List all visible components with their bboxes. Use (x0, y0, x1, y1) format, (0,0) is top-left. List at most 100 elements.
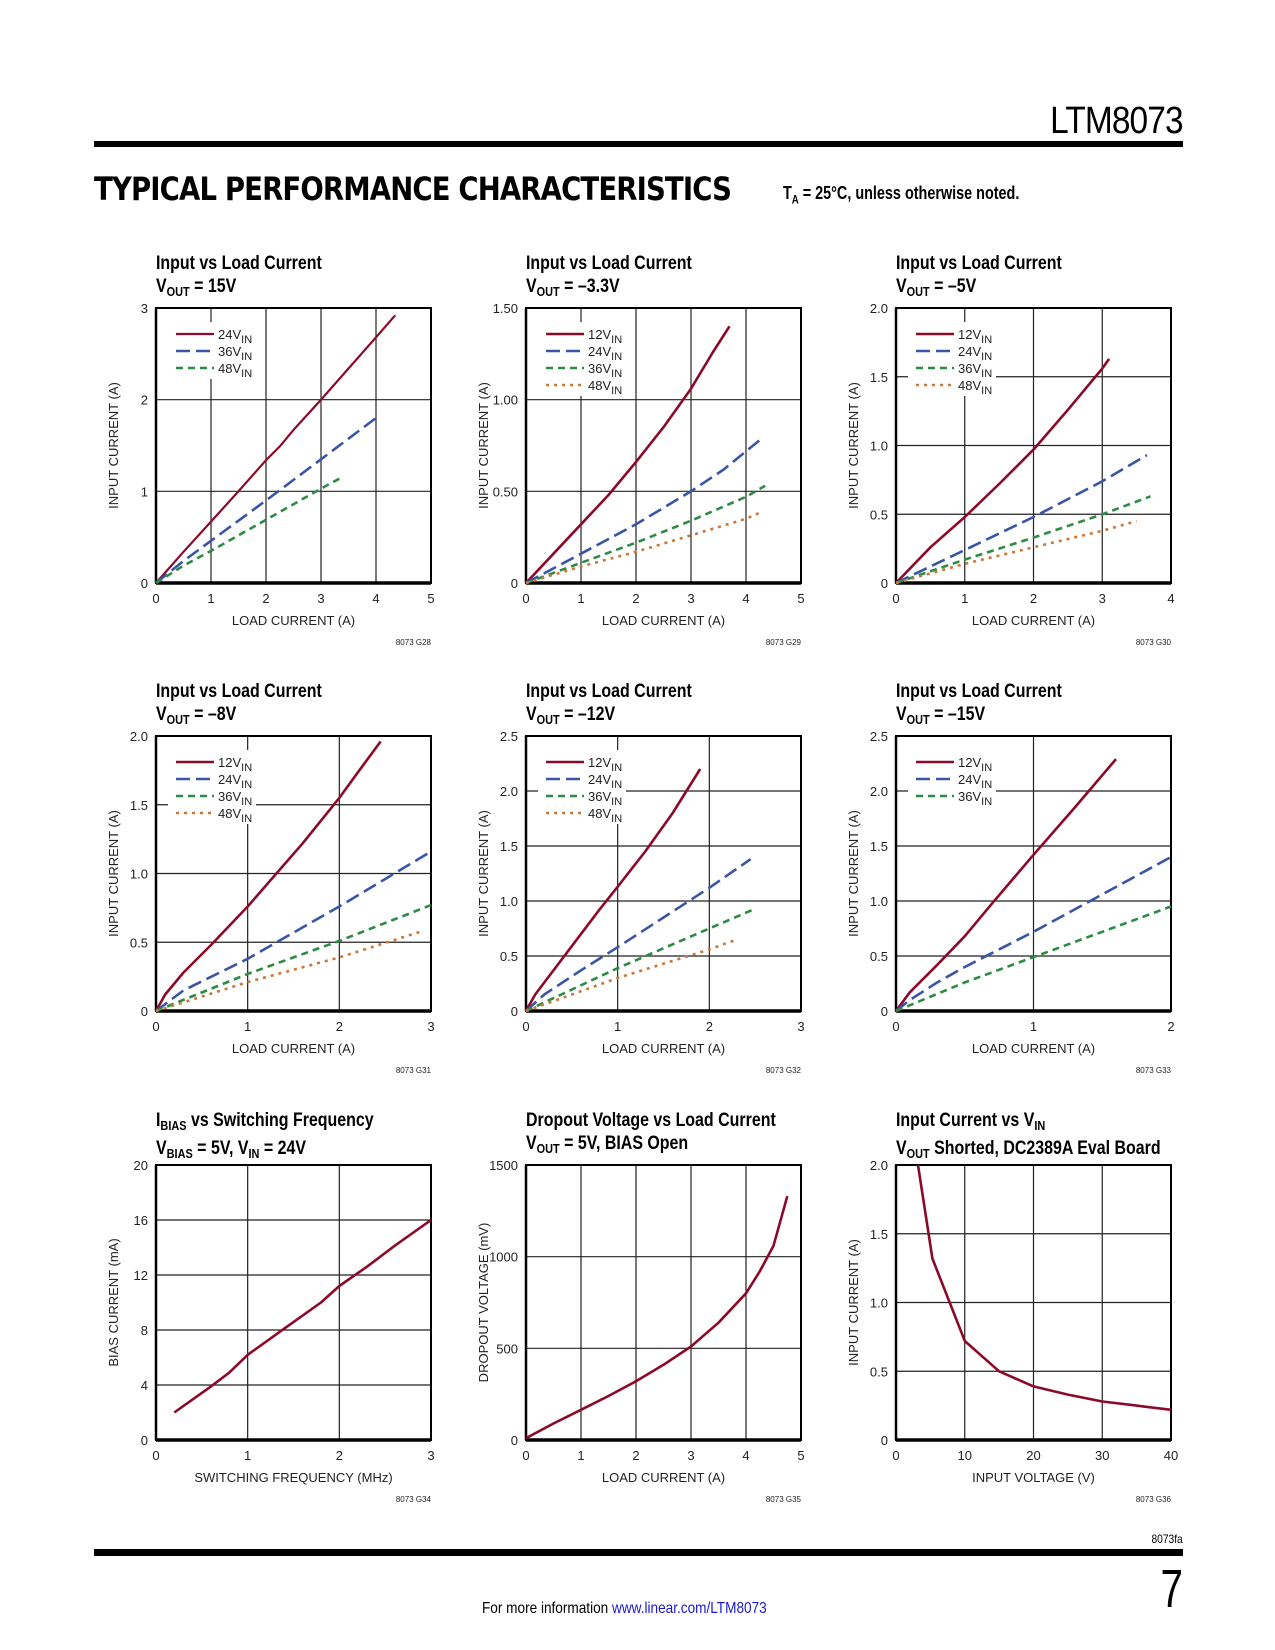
series-line-24v (525, 858, 752, 1012)
y-tick-label: 2.0 (870, 301, 888, 316)
chart-G31: 0 1 2 3 0 0.5 1.0 1.5 2.0 LOAD CURRENT (A) INPUT C… (106, 729, 435, 1075)
series-line-inputcurrent (916, 1164, 1172, 1412)
chart-title-line2: VBIAS = 5V, VIN = 24V (156, 1137, 374, 1165)
y-tick-label: 8 (141, 1323, 148, 1338)
title-subscript: OUT (166, 712, 190, 727)
y-tick-label: 0.5 (870, 1364, 888, 1379)
title-text: V (896, 276, 907, 297)
x-tick-label: 2 (1167, 1019, 1174, 1034)
plot-frame (525, 1164, 802, 1441)
y-tick-label: 0 (141, 576, 148, 591)
figure-code: 8073 G29 (766, 638, 802, 647)
y-tick-label: 0 (141, 1004, 148, 1019)
title-text: V (526, 704, 537, 725)
test-conditions: TA = 25°C, unless otherwise noted. (783, 183, 1019, 207)
legend-label: 12VIN (958, 327, 992, 346)
figure-code: 8073 G34 (396, 1495, 432, 1504)
series-line-36v (895, 905, 1172, 1013)
legend-label: 48VIN (218, 806, 252, 825)
chart-title-line1: IBIAS vs Switching Frequency (156, 1109, 374, 1137)
chart-title-line1: Input vs Load Current (896, 252, 1062, 275)
x-tick-label: 40 (1164, 1448, 1178, 1463)
title-text: = –8V (189, 704, 237, 725)
title-subscript: BIAS (160, 1118, 187, 1133)
y-tick-label: 2.0 (130, 729, 148, 744)
chart-title-line1: Input Current vs VIN (896, 1109, 1161, 1137)
x-tick-label: 1 (207, 591, 214, 606)
chart-title-line2: VOUT = 5V, BIAS Open (526, 1132, 776, 1160)
y-tick-label: 1.00 (493, 393, 518, 408)
y-tick-label: 1.50 (493, 301, 518, 316)
title-text: = –12V (559, 704, 616, 725)
y-tick-label: 1 (141, 484, 148, 499)
title-subscript: OUT (166, 284, 190, 299)
y-tick-label: 1.5 (500, 839, 518, 854)
title-text: V (526, 1133, 537, 1154)
figure-code: 8073 G30 (1136, 638, 1172, 647)
chart-title-line1: Input vs Load Current (526, 252, 692, 275)
legend-label: 48VIN (588, 378, 622, 397)
chart-title-line2: VOUT = –8V (156, 703, 322, 731)
y-tick-label: 2.5 (870, 729, 888, 744)
legend-label: 36VIN (218, 344, 252, 363)
more-info-link[interactable]: www.linear.com/LTM8073 (611, 1600, 767, 1617)
x-tick-label: 20 (1026, 1448, 1040, 1463)
plot-frame (155, 1164, 432, 1441)
chart-G28: 0 1 2 3 4 5 0 1 2 3 LOAD CURRENT (A) INPUT CURRENT … (106, 301, 435, 647)
legend-label: 24VIN (218, 327, 252, 346)
x-tick-label: 1 (244, 1019, 251, 1034)
x-axis-label: LOAD CURRENT (A) (972, 613, 1095, 628)
figure-code: 8073 G28 (396, 638, 432, 647)
y-tick-label: 3 (141, 301, 148, 316)
x-axis-label: LOAD CURRENT (A) (972, 1041, 1095, 1056)
chart-title: Input vs Load Current VOUT = –15V (896, 680, 1062, 731)
section-title: TYPICAL PERFORMANCE CHARACTERISTICS (94, 170, 732, 208)
x-tick-label: 3 (427, 1019, 434, 1034)
y-tick-label: 0 (881, 1004, 888, 1019)
x-tick-label: 1 (244, 1448, 251, 1463)
y-tick-label: 0 (511, 576, 518, 591)
x-tick-label: 4 (742, 1448, 749, 1463)
chart-title: Dropout Voltage vs Load Current VOUT = 5V… (526, 1109, 776, 1160)
x-tick-label: 0 (892, 591, 899, 606)
x-tick-label: 1 (961, 591, 968, 606)
title-subscript: OUT (906, 1146, 930, 1161)
series-line-24v (895, 855, 1172, 1013)
legend-label: 12VIN (588, 327, 622, 346)
figure-code: 8073 G31 (396, 1066, 432, 1075)
x-tick-label: 1 (1030, 1019, 1037, 1034)
legend-label: 12VIN (588, 755, 622, 774)
chart-title: Input vs Load Current VOUT = –3.3V (526, 252, 692, 303)
x-tick-label: 30 (1095, 1448, 1109, 1463)
legend-label: 12VIN (958, 755, 992, 774)
y-axis-label: DROPOUT VOLTAGE (mV) (476, 1223, 491, 1383)
title-text: V (896, 1138, 907, 1159)
x-tick-label: 0 (152, 591, 159, 606)
x-tick-label: 0 (892, 1448, 899, 1463)
x-tick-label: 3 (687, 591, 694, 606)
chart-title-line1: Dropout Voltage vs Load Current (526, 1109, 776, 1132)
title-subscript: OUT (536, 284, 560, 299)
y-tick-label: 0.5 (870, 949, 888, 964)
x-axis-label: SWITCHING FREQUENCY (MHz) (194, 1470, 392, 1485)
series-line-12v (895, 358, 1111, 584)
chart-G36: 0 10 20 30 40 0 0.5 1.0 1.5 2.0 INPUT VOLTAGE (V) I… (846, 1158, 1178, 1504)
series-line-dropout (525, 1195, 789, 1440)
more-info: For more information www.linear.com/LTM8… (482, 1600, 767, 1618)
page-number: 7 (1160, 1559, 1183, 1619)
y-tick-label: 2.0 (870, 784, 888, 799)
y-tick-label: 1.0 (870, 439, 888, 454)
x-tick-label: 3 (427, 1448, 434, 1463)
title-text: Shorted, DC2389A Eval Board (929, 1138, 1161, 1159)
legend-label: 36VIN (958, 789, 992, 808)
figure-code: 8073 G36 (1136, 1495, 1172, 1504)
title-text: = 24V (259, 1138, 307, 1159)
chart-title-line1: Input vs Load Current (896, 680, 1062, 703)
y-tick-label: 1000 (489, 1250, 518, 1265)
series-line-24v (895, 453, 1148, 585)
y-axis-label: INPUT CURRENT (A) (476, 382, 491, 509)
series-line-36v (525, 484, 766, 585)
